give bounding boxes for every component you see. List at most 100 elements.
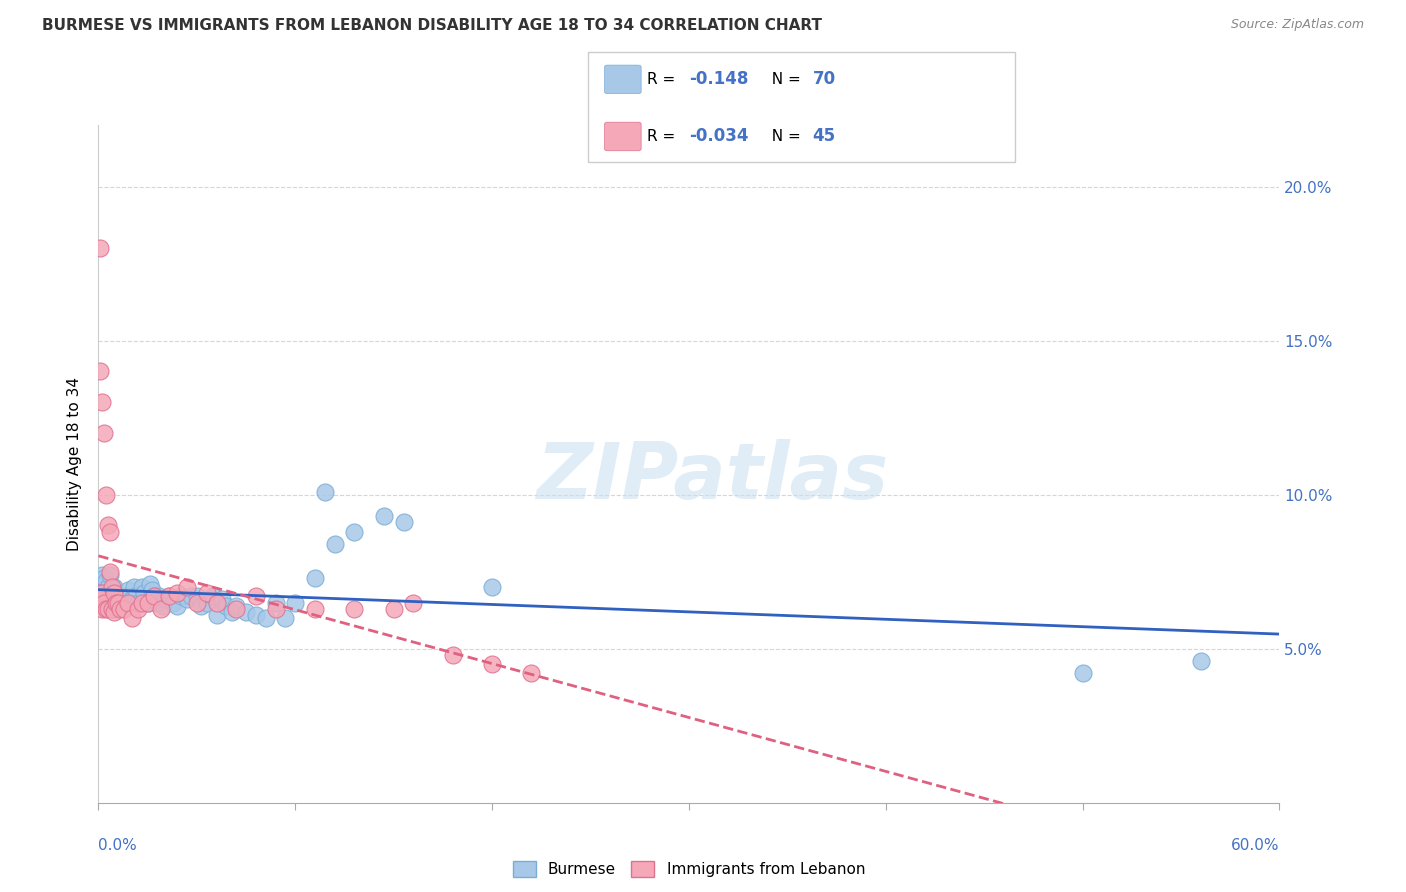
Point	[89, 586, 111, 600]
Point	[264, 595, 287, 609]
Text: R =: R =	[647, 72, 681, 87]
Text: BURMESE VS IMMIGRANTS FROM LEBANON DISABILITY AGE 18 TO 34 CORRELATION CHART: BURMESE VS IMMIGRANTS FROM LEBANON DISAB…	[42, 18, 823, 33]
Point	[481, 580, 503, 594]
Point	[97, 592, 120, 607]
Point	[101, 595, 124, 609]
Point	[205, 607, 228, 622]
Point	[155, 592, 177, 607]
Point	[93, 571, 115, 585]
Text: N =: N =	[762, 72, 806, 87]
Point	[245, 607, 267, 622]
Point	[101, 583, 124, 598]
Point	[235, 605, 257, 619]
Point	[105, 586, 128, 600]
Point	[98, 524, 121, 539]
Point	[107, 595, 129, 609]
Point	[1071, 666, 1094, 681]
Point	[127, 595, 149, 609]
Point	[103, 601, 125, 615]
Point	[115, 595, 138, 609]
Point	[98, 565, 121, 579]
Point	[215, 599, 238, 613]
Point	[108, 601, 131, 615]
Point	[141, 583, 163, 598]
Point	[98, 567, 121, 582]
Point	[162, 595, 184, 609]
Point	[103, 580, 125, 594]
Point	[91, 567, 114, 582]
Text: N =: N =	[762, 129, 806, 144]
Point	[402, 595, 425, 609]
Point	[107, 590, 129, 604]
Point	[152, 599, 174, 613]
Point	[101, 580, 124, 594]
Point	[254, 611, 277, 625]
Point	[105, 592, 128, 607]
Point	[127, 601, 149, 615]
Point	[89, 574, 111, 588]
Point	[96, 488, 118, 502]
Point	[245, 590, 267, 604]
Point	[1189, 654, 1212, 668]
Point	[136, 595, 159, 609]
Point	[103, 605, 125, 619]
Point	[121, 592, 143, 607]
Point	[97, 601, 120, 615]
Point	[186, 595, 208, 609]
Point	[186, 590, 208, 604]
Point	[176, 592, 198, 607]
Point	[96, 574, 118, 588]
Point	[343, 601, 366, 615]
Point	[314, 484, 336, 499]
Point	[138, 577, 160, 591]
Text: 70: 70	[813, 70, 835, 88]
Point	[132, 586, 155, 600]
Point	[148, 590, 170, 604]
Point	[91, 601, 114, 615]
Legend: Burmese, Immigrants from Lebanon: Burmese, Immigrants from Lebanon	[506, 855, 872, 883]
Point	[112, 590, 135, 604]
Point	[304, 571, 326, 585]
Text: 60.0%: 60.0%	[1232, 838, 1279, 854]
Point	[117, 583, 139, 598]
Point	[176, 580, 198, 594]
Point	[221, 605, 243, 619]
Point	[121, 611, 143, 625]
Point	[96, 586, 118, 600]
Point	[323, 537, 346, 551]
Text: -0.148: -0.148	[689, 70, 748, 88]
Point	[117, 595, 139, 609]
Text: 45: 45	[813, 128, 835, 145]
Point	[343, 524, 366, 539]
Point	[441, 648, 464, 662]
Point	[107, 595, 129, 609]
Point	[142, 590, 165, 604]
Point	[180, 590, 202, 604]
Point	[195, 595, 218, 609]
Text: 0.0%: 0.0%	[98, 838, 138, 854]
Point	[136, 595, 159, 609]
Point	[205, 595, 228, 609]
Point	[105, 595, 128, 609]
Point	[304, 601, 326, 615]
Point	[274, 611, 297, 625]
Point	[150, 601, 173, 615]
Point	[190, 599, 212, 613]
Point	[111, 592, 134, 607]
Point	[146, 595, 169, 609]
Point	[97, 580, 120, 594]
Text: Source: ZipAtlas.com: Source: ZipAtlas.com	[1230, 18, 1364, 31]
Y-axis label: Disability Age 18 to 34: Disability Age 18 to 34	[67, 376, 83, 551]
Point	[118, 590, 141, 604]
Point	[91, 595, 114, 609]
Point	[284, 595, 307, 609]
Point	[201, 590, 224, 604]
Point	[91, 395, 114, 409]
Point	[101, 601, 124, 615]
Point	[125, 590, 148, 604]
Point	[122, 580, 145, 594]
Point	[166, 599, 188, 613]
Point	[195, 586, 218, 600]
Point	[97, 518, 120, 533]
Text: -0.034: -0.034	[689, 128, 748, 145]
